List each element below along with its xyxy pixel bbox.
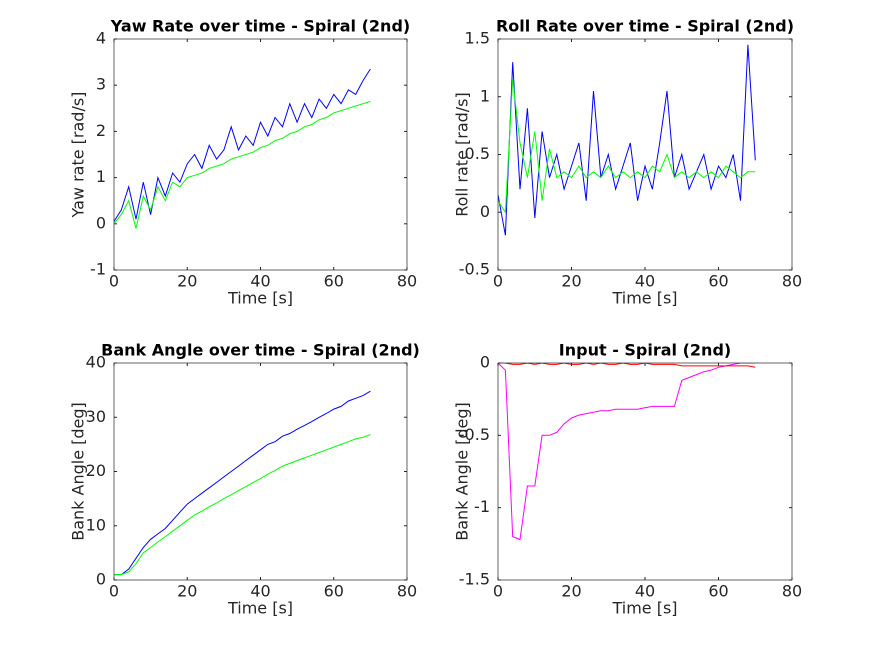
y-tick-label: 10	[86, 515, 106, 534]
x-tick-label: 0	[109, 272, 119, 291]
y-tick-label: 3	[96, 75, 106, 94]
chart-title: Yaw Rate over time - Spiral (2nd)	[110, 17, 410, 36]
axes-background	[498, 39, 792, 270]
axes-box	[113, 38, 408, 271]
data-line	[498, 363, 756, 541]
axes-box	[113, 362, 408, 581]
data-line	[114, 68, 371, 222]
y-tick-label: 0.5	[465, 144, 490, 163]
x-tick-label: 60	[324, 272, 344, 291]
x-tick-label: 40	[250, 582, 270, 601]
data-line	[114, 100, 371, 229]
x-axis-label: Time [s]	[611, 599, 677, 618]
y-axis-label: Bank Angle [deg]	[69, 402, 88, 541]
x-tick-label: 80	[397, 582, 417, 601]
data-line	[114, 434, 371, 576]
y-tick-label: 2	[96, 121, 106, 140]
chart-title: Roll Rate over time - Spiral (2nd)	[496, 17, 794, 36]
x-tick-label: 20	[177, 272, 197, 291]
x-tick-label: 60	[324, 582, 344, 601]
x-tick-label: 40	[250, 272, 270, 291]
y-tick-label: -1	[474, 497, 490, 516]
axes-box	[497, 38, 793, 271]
x-tick-label: 80	[397, 272, 417, 291]
y-tick-label: 1	[480, 86, 490, 105]
x-tick-label: 0	[109, 582, 119, 601]
x-axis-label: Time [s]	[227, 289, 293, 308]
x-tick-label: 20	[177, 582, 197, 601]
y-axis-label: Roll rate [rad/s]	[453, 92, 472, 217]
plot-area	[114, 68, 371, 229]
x-tick-label: 60	[708, 582, 728, 601]
x-tick-label: 80	[782, 272, 802, 291]
x-tick-label: 60	[708, 272, 728, 291]
y-tick-label: 1	[96, 167, 106, 186]
y-tick-label: -0.5	[459, 425, 490, 444]
y-tick-label: 30	[86, 407, 106, 426]
y-tick-label: 40	[86, 353, 106, 372]
x-tick-label: 20	[561, 582, 581, 601]
y-tick-label: 0	[480, 202, 490, 221]
subplot: 0 20 40 60 80 -1.5 -1 -0.5 0 Input - Spiral (2nd)…	[453, 341, 803, 618]
x-axis-label: Time [s]	[227, 599, 293, 618]
x-tick-label: 40	[635, 582, 655, 601]
data-line	[498, 44, 756, 236]
x-tick-label: 40	[635, 272, 655, 291]
x-axis-label: Time [s]	[611, 289, 677, 308]
y-tick-label: 20	[86, 461, 106, 480]
x-tick-label: 0	[493, 272, 503, 291]
y-axis-label: Bank Angle [deg]	[453, 402, 472, 541]
data-line	[498, 79, 756, 214]
y-tick-label: 0	[480, 353, 490, 372]
plot-area	[498, 44, 756, 236]
y-tick-label: -0.5	[459, 260, 490, 279]
axes-background	[114, 39, 407, 270]
axes-background	[114, 363, 407, 580]
y-axis-label: Yaw rate [rad/s]	[69, 92, 88, 219]
y-tick-label: 4	[96, 29, 106, 48]
y-tick-label: 0	[96, 213, 106, 232]
axes-box	[497, 362, 793, 581]
y-tick-label: -1.5	[459, 570, 490, 589]
x-tick-label: 20	[561, 272, 581, 291]
axes-background	[498, 363, 792, 580]
chart-title: Bank Angle over time - Spiral (2nd)	[101, 341, 420, 360]
plot-area	[114, 390, 371, 576]
chart-title: Input - Spiral (2nd)	[559, 341, 731, 360]
y-tick-label: 0	[96, 570, 106, 589]
y-tick-label: 1.5	[465, 29, 490, 48]
data-line	[114, 390, 371, 576]
x-tick-label: 80	[782, 582, 802, 601]
x-tick-label: 0	[493, 582, 503, 601]
y-tick-label: -1	[90, 260, 106, 279]
